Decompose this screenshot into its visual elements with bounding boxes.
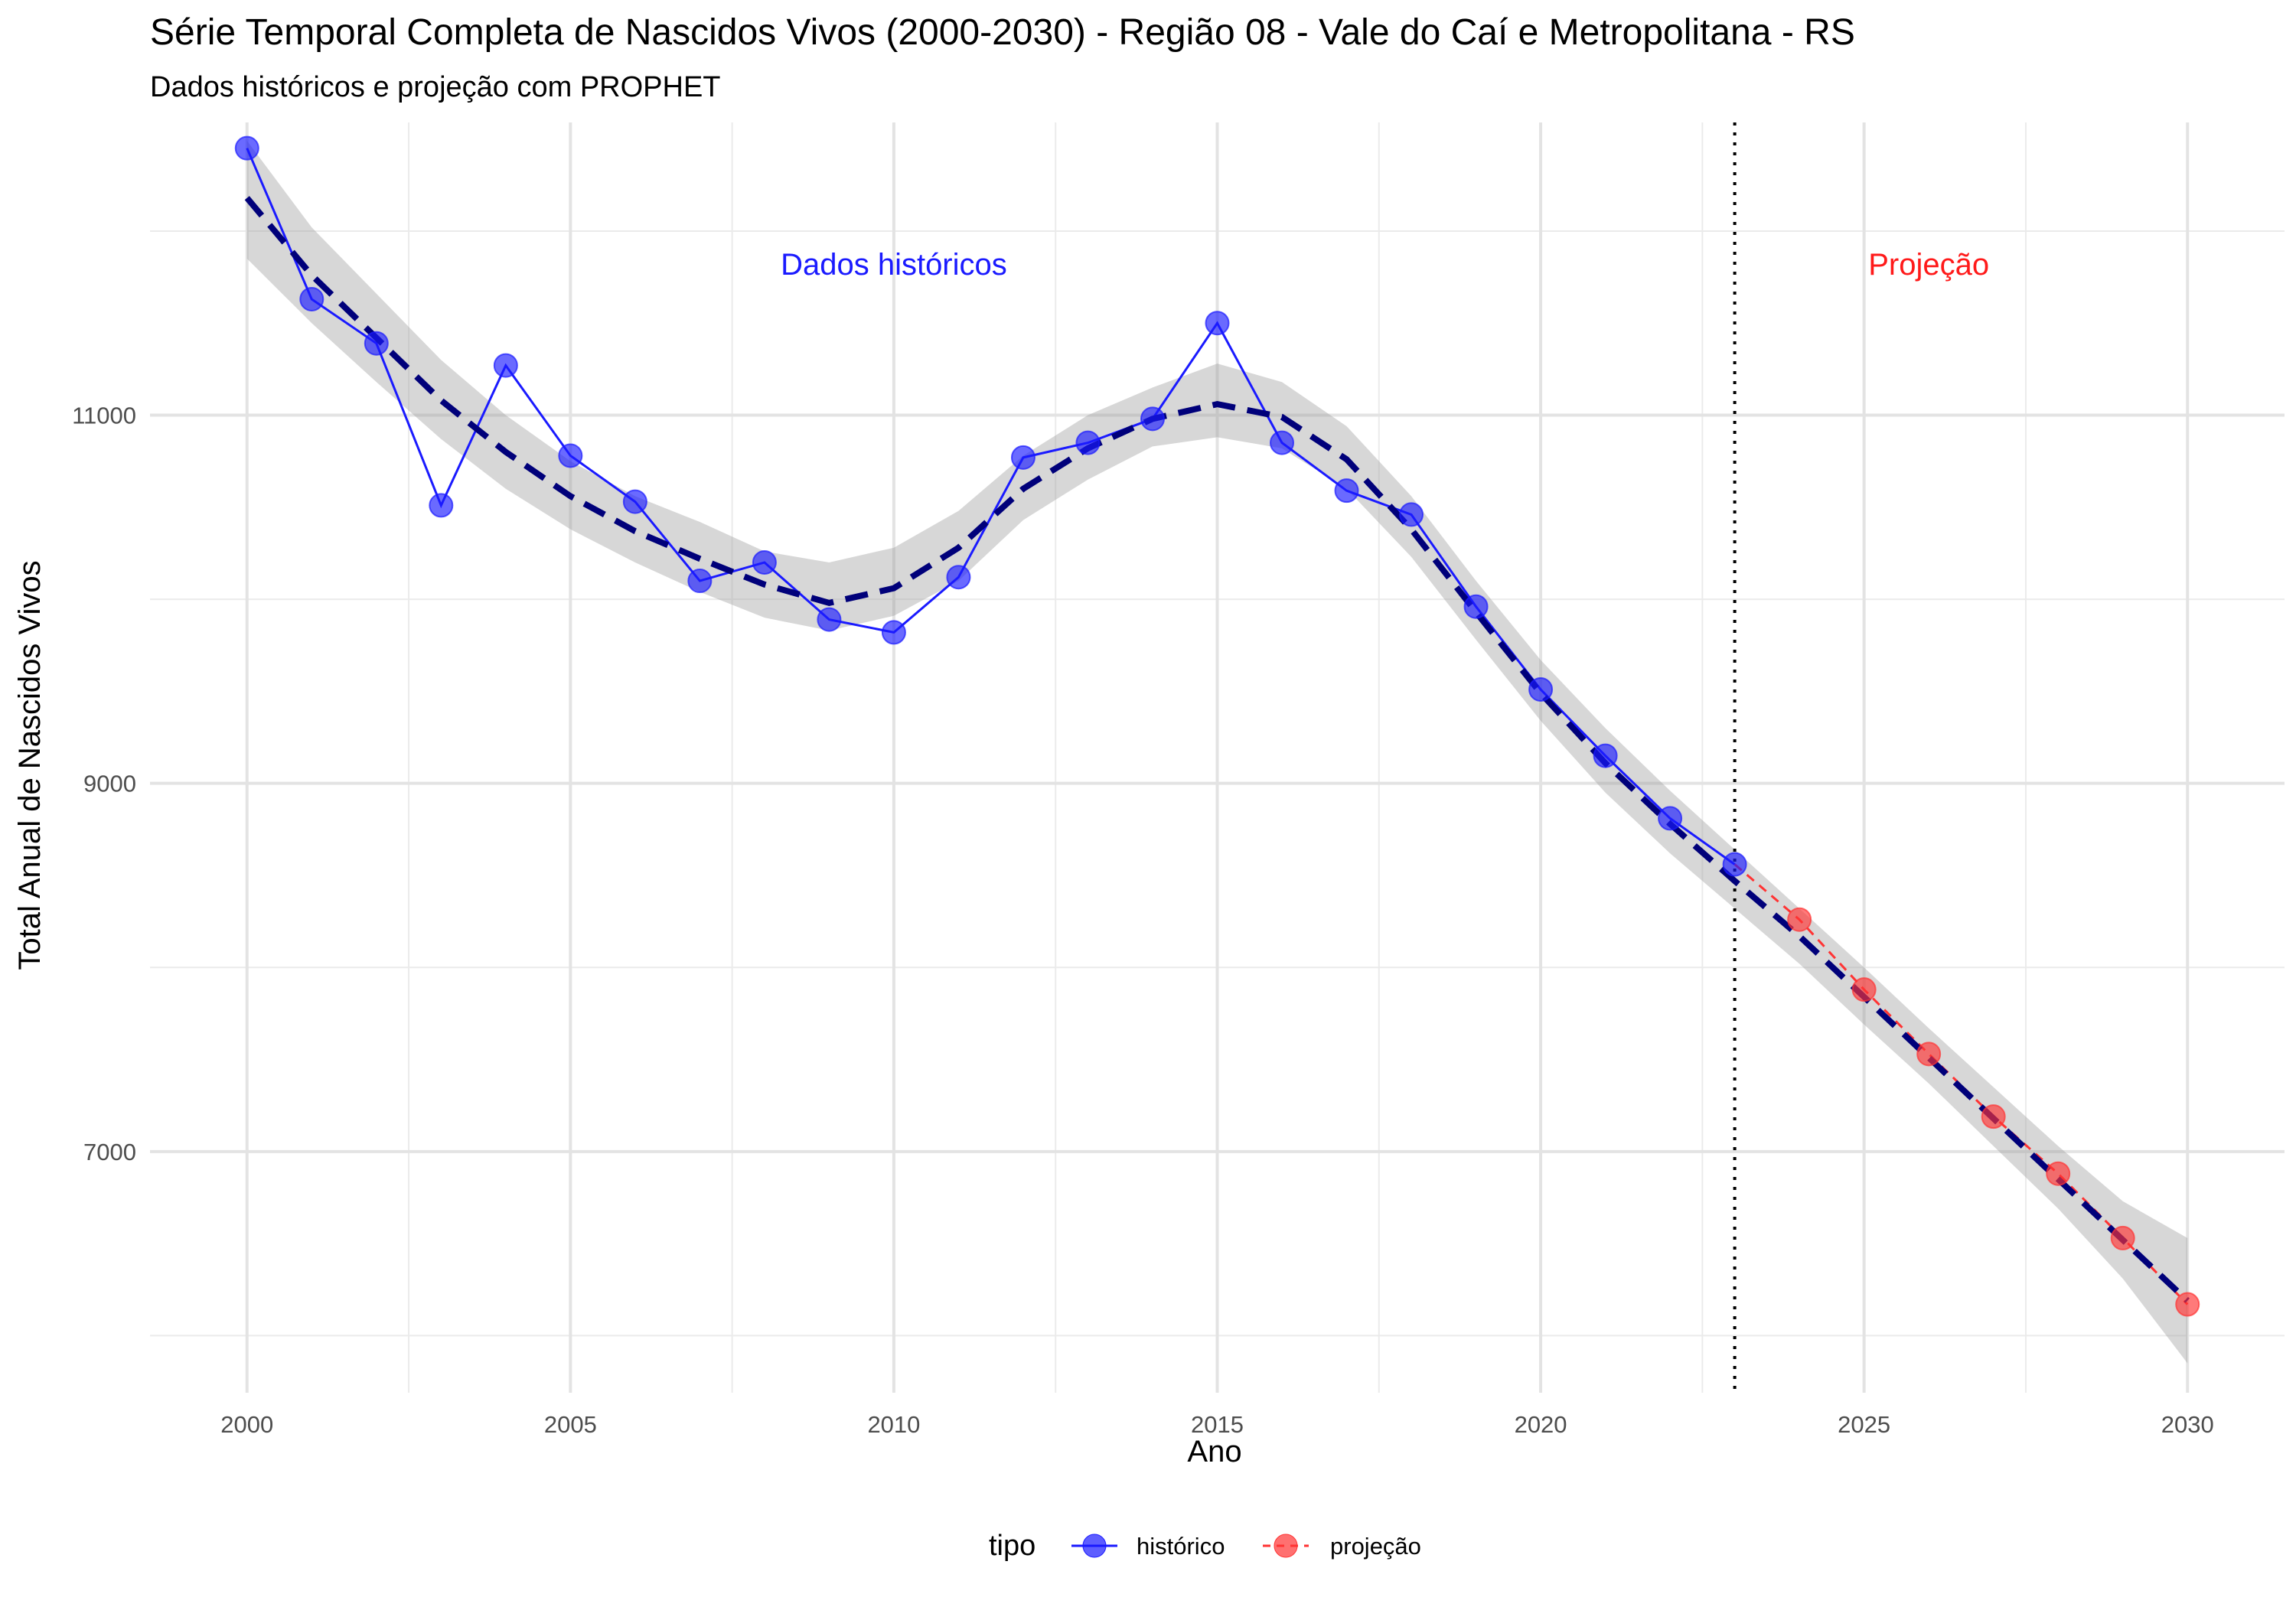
chart-title: Série Temporal Completa de Nascidos Vivo… xyxy=(150,12,1855,53)
confidence-band-area xyxy=(246,141,2188,1364)
x-tick-label-2015: 2015 xyxy=(1191,1411,1244,1438)
point-0-2020 xyxy=(1528,676,1554,702)
x-tick-label-2005: 2005 xyxy=(544,1411,597,1438)
point-1-2026 xyxy=(1916,1041,1942,1067)
x-tick-label-2000: 2000 xyxy=(220,1411,273,1438)
legend-key-projecao-dot xyxy=(1274,1534,1298,1558)
point-1-2030 xyxy=(2175,1292,2200,1317)
point-0-2011 xyxy=(946,565,971,590)
y-axis-title: Total Anual de Nascidos Vivos xyxy=(13,560,47,970)
point-1-2028 xyxy=(2046,1161,2071,1186)
legend-key-historico-dot xyxy=(1082,1534,1107,1558)
point-0-2010 xyxy=(881,620,906,645)
legend-entry-historico: histórico xyxy=(1071,1533,1225,1560)
point-0-2015 xyxy=(1205,311,1230,336)
point-0-2021 xyxy=(1593,743,1618,768)
point-0-2003 xyxy=(429,493,454,518)
point-0-2006 xyxy=(622,489,647,514)
series-points xyxy=(234,135,2200,1317)
point-0-2004 xyxy=(493,353,518,378)
x-axis-ticks: 2000 2005 2010 2015 2020 2025 2030 xyxy=(220,1411,2213,1438)
y-axis-ticks: 7000 9000 11000 xyxy=(72,403,136,1165)
legend-entry-projecao: projeção xyxy=(1263,1533,1421,1560)
point-0-2019 xyxy=(1463,594,1489,619)
annotation-projection: Projeção xyxy=(1868,248,1989,282)
point-0-2000 xyxy=(234,135,259,161)
confidence-band xyxy=(246,141,2188,1364)
point-0-2013 xyxy=(1075,430,1101,455)
annotation-historical: Dados históricos xyxy=(781,248,1007,282)
x-tick-label-2025: 2025 xyxy=(1838,1411,1890,1438)
legend-label-historico: histórico xyxy=(1137,1533,1225,1560)
y-tick-label-7000: 7000 xyxy=(83,1139,136,1165)
point-0-2005 xyxy=(558,443,583,468)
point-0-2022 xyxy=(1658,806,1683,831)
point-0-2018 xyxy=(1399,502,1424,527)
chart-annotations: Dados históricos Projeção xyxy=(781,248,1989,282)
x-tick-label-2030: 2030 xyxy=(2161,1411,2214,1438)
series-line-0 xyxy=(246,148,1736,865)
point-1-2025 xyxy=(1851,977,1877,1002)
point-0-2017 xyxy=(1334,478,1359,504)
point-0-2016 xyxy=(1270,430,1295,455)
point-0-2001 xyxy=(299,286,325,311)
point-0-2012 xyxy=(1010,445,1035,470)
point-0-2009 xyxy=(817,607,842,632)
legend-title: tipo xyxy=(989,1530,1035,1562)
series-lines xyxy=(246,148,2189,1305)
series-line-1 xyxy=(1733,863,2189,1305)
legend: tipo histórico projeção xyxy=(989,1530,1421,1562)
major-gridlines xyxy=(150,122,2285,1393)
point-1-2027 xyxy=(1981,1104,2006,1129)
point-0-2023 xyxy=(1722,852,1747,877)
x-tick-label-2010: 2010 xyxy=(867,1411,920,1438)
point-0-2014 xyxy=(1140,406,1165,432)
point-1-2024 xyxy=(1787,907,1812,932)
x-tick-label-2020: 2020 xyxy=(1515,1411,1567,1438)
y-tick-label-11000: 11000 xyxy=(72,403,136,429)
x-axis-title: Ano xyxy=(1187,1435,1241,1468)
point-0-2007 xyxy=(687,569,713,594)
point-0-2002 xyxy=(364,331,389,356)
y-tick-label-9000: 9000 xyxy=(83,771,136,797)
point-0-2008 xyxy=(752,549,777,575)
point-1-2029 xyxy=(2110,1225,2135,1250)
chart-subtitle: Dados históricos e projeção com PROPHET xyxy=(150,71,721,103)
legend-label-projecao: projeção xyxy=(1330,1533,1421,1560)
